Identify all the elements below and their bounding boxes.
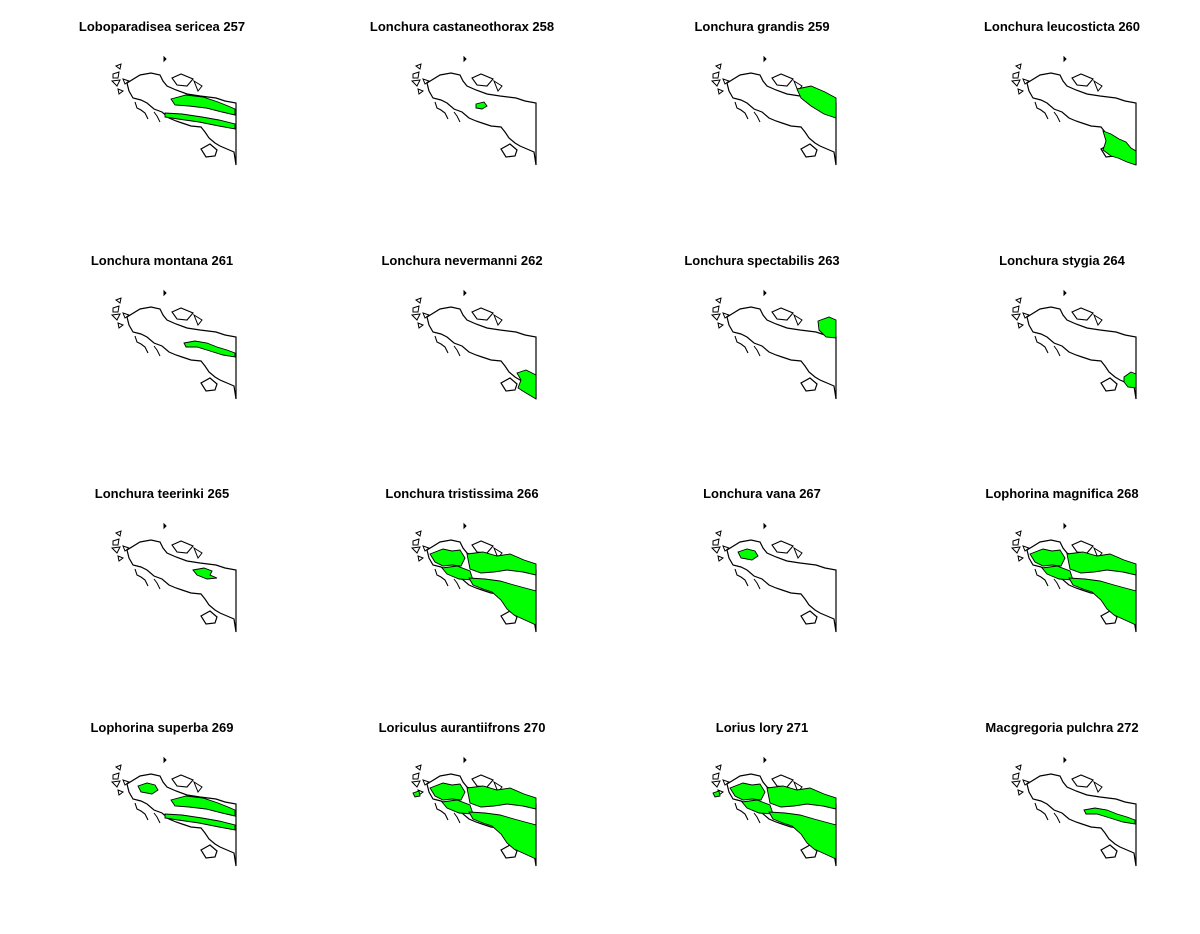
- range-map: [111, 756, 237, 867]
- range-map: [1011, 56, 1137, 166]
- panel-title: Lonchura grandis 259: [694, 19, 830, 34]
- range-map: [411, 756, 537, 867]
- region-outline: [1011, 289, 1137, 400]
- region-outline: [111, 523, 237, 633]
- panel-title: Lophorina magnifica 268: [985, 486, 1139, 501]
- panel-title: Lonchura spectabilis 263: [684, 252, 840, 268]
- map-panel: Lonchura castaneothorax 258: [312, 0, 612, 233]
- map-panel: Macgregoria pulchra 272: [912, 701, 1200, 934]
- map-panel: Lonchura nevermanni 262: [312, 234, 612, 467]
- range-map: [711, 289, 837, 400]
- range-polygon-vogelkop-patch: [137, 782, 159, 794]
- panel-title: Lonchura stygia 264: [999, 252, 1125, 268]
- range-map: [711, 756, 837, 867]
- panel-title: Lonchura tristissima 266: [385, 486, 539, 501]
- range-polygon-southeast-corner: [516, 369, 537, 399]
- panel-title: Lorius lory 271: [715, 719, 809, 735]
- map-panel: Lonchura leucosticta 260: [912, 0, 1200, 233]
- range-map: [411, 289, 537, 400]
- range-map: [1011, 289, 1137, 400]
- map-panel: Lonchura spectabilis 263: [612, 234, 912, 467]
- range-polygon-west-island-patch: [412, 790, 421, 797]
- range-polygon-vogelkop-patch: [737, 548, 759, 561]
- panel-title: Loboparadisea sericea 257: [78, 19, 246, 34]
- range-map: [111, 289, 237, 400]
- map-panel: Lonchura montana 261: [12, 234, 312, 467]
- range-map: [711, 523, 837, 633]
- map-panel: Loriculus aurantiifrons 270: [312, 701, 612, 934]
- range-map: [711, 56, 837, 166]
- range-map: [411, 523, 537, 633]
- panel-title: Lonchura teerinki 265: [94, 486, 230, 501]
- panel-title: Lophorina superba 269: [90, 719, 234, 735]
- map-panel: Lophorina magnifica 268: [912, 467, 1200, 700]
- region-outline: [111, 289, 237, 400]
- region-outline: [411, 289, 537, 400]
- panel-title: Lonchura vana 267: [703, 486, 821, 501]
- range-map: [411, 56, 537, 166]
- panel-title: Loriculus aurantiifrons 270: [378, 719, 546, 735]
- map-panel: Lonchura grandis 259: [612, 0, 912, 233]
- map-panel: Loboparadisea sericea 257: [12, 0, 312, 233]
- map-panel: Lonchura tristissima 266: [312, 467, 612, 700]
- map-panel: Lorius lory 271: [612, 701, 912, 934]
- region-outline: [711, 523, 837, 633]
- panel-title: Lonchura nevermanni 262: [381, 252, 543, 268]
- range-map: [1011, 756, 1137, 867]
- range-map: [1011, 523, 1137, 633]
- panel-title: Lonchura leucosticta 260: [983, 19, 1141, 34]
- region-outline: [711, 289, 837, 400]
- map-panel: Lonchura vana 267: [612, 467, 912, 700]
- panel-title: Lonchura montana 261: [90, 252, 234, 268]
- region-outline: [411, 56, 537, 166]
- region-outline: [1011, 756, 1137, 867]
- panel-title: Macgregoria pulchra 272: [985, 719, 1139, 735]
- map-panel: Lophorina superba 269: [12, 701, 312, 934]
- map-panel: Lonchura stygia 264: [912, 234, 1200, 467]
- region-outline: [711, 56, 837, 166]
- range-map: [111, 56, 237, 166]
- range-polygon-west-island-patch: [712, 790, 721, 797]
- panel-title: Lonchura castaneothorax 258: [369, 19, 555, 34]
- map-panel: Lonchura teerinki 265: [12, 467, 312, 700]
- range-map: [111, 523, 237, 633]
